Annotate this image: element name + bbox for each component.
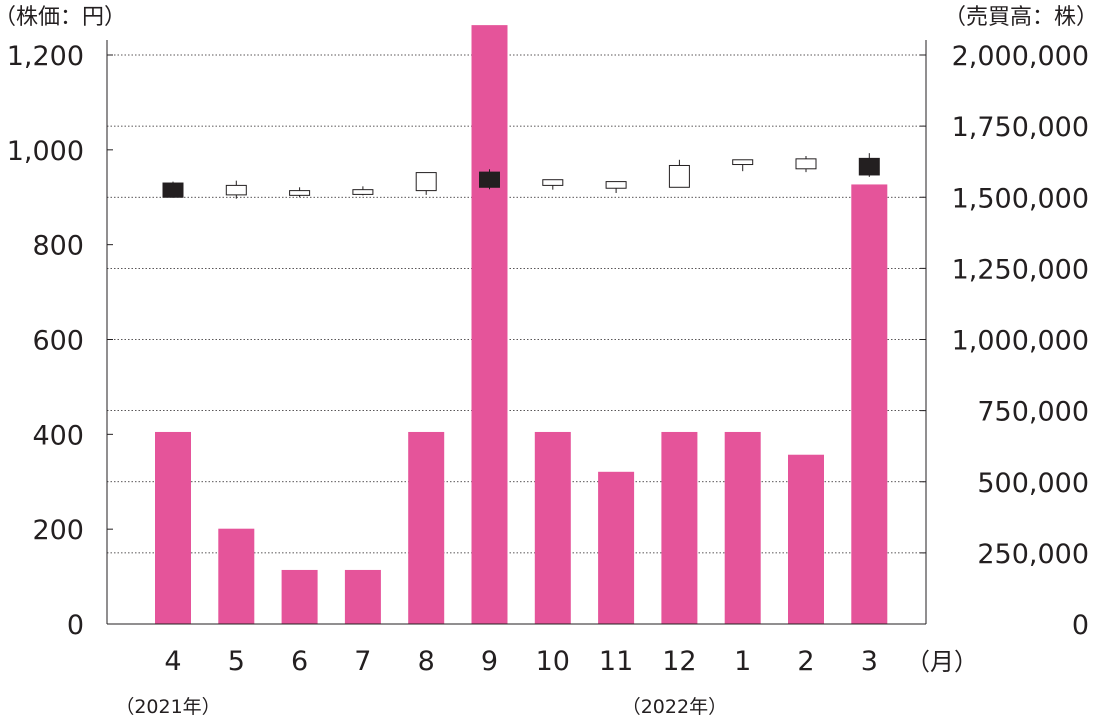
candle-body [542,179,564,186]
price-candle [668,159,690,188]
month-tick-label: 3 [861,646,878,677]
month-tick-label: 4 [164,646,181,677]
year-label: （2021年） [115,696,220,718]
volume-bar [851,184,888,624]
left-axis-tick-label: 400 [32,420,84,451]
right-axis-tick-label: 2,000,000 [952,41,1089,72]
volume-bar [661,431,698,624]
left-axis-tick-label: 0 [67,610,84,641]
candle-body [795,158,817,170]
right-axis-tick-label: 1,750,000 [952,112,1089,143]
right-axis-tick-label: 1,250,000 [952,254,1089,285]
month-tick-label: 10 [536,646,570,677]
price-candle [858,153,880,177]
price-candle [605,181,627,193]
volume-bar [534,431,571,624]
candle-body [225,184,247,196]
candle-body [352,189,374,195]
month-tick-label: 9 [481,646,498,677]
price-candles [162,153,880,199]
volume-bar [788,454,824,624]
volume-bar [471,25,508,624]
candle-body [162,182,184,198]
price-candle [352,186,374,196]
month-suffix-label: （月） [906,648,978,676]
volume-bars [155,25,888,624]
month-tick-label: 6 [291,646,308,677]
month-tick-label: 8 [418,646,435,677]
volume-bar [408,431,445,624]
left-axis-tick-label: 1,000 [7,136,84,167]
volume-bar [598,471,635,624]
price-candle [479,169,500,190]
left-axis-tick-label: 800 [32,231,84,262]
candle-body [732,159,754,166]
price-candle [289,187,311,198]
right-axis-tick-label: 250,000 [977,539,1089,570]
month-tick-label: 12 [662,646,696,677]
candle-body [605,181,627,189]
right-axis-unit-label: （売買高：株） [944,5,1098,30]
grid-lines [107,54,926,554]
price-candle [162,181,184,198]
price-candle [415,172,437,195]
tick-labels: 02004006008001,0001,2000250,000500,00075… [7,41,1089,718]
volume-bar [344,569,381,624]
month-tick-label: 7 [354,646,371,677]
candle-body [289,190,311,196]
price-candle [732,159,754,172]
month-tick-label: 5 [228,646,245,677]
price-candle [225,180,247,199]
right-axis-tick-label: 1,000,000 [952,326,1089,357]
volume-bar [155,431,191,624]
left-axis-tick-label: 200 [32,515,84,546]
left-axis-tick-label: 1,200 [7,41,84,72]
right-axis-tick-label: 1,500,000 [952,183,1089,214]
left-axis-tick-label: 600 [32,326,84,357]
price-candle [542,179,564,190]
right-axis-tick-label: 0 [1072,610,1089,641]
volume-bar [281,569,318,624]
candle-body [479,171,500,188]
month-tick-label: 2 [797,646,814,677]
volume-bar [724,431,761,624]
axis-labels: （株価：円） （売買高：株） （月） [0,5,1098,676]
volume-bar [218,528,255,624]
left-axis-unit-label: （株価：円） [0,5,126,30]
candle-body [668,164,690,188]
price-candle [795,155,817,173]
right-axis-tick-label: 500,000 [977,468,1089,499]
month-tick-label: 11 [599,646,633,677]
candle-body [858,157,880,176]
year-label: （2022年） [622,696,727,718]
axes [106,40,927,625]
candle-body [415,172,437,192]
right-axis-tick-label: 750,000 [977,397,1089,428]
month-tick-label: 1 [734,646,751,677]
